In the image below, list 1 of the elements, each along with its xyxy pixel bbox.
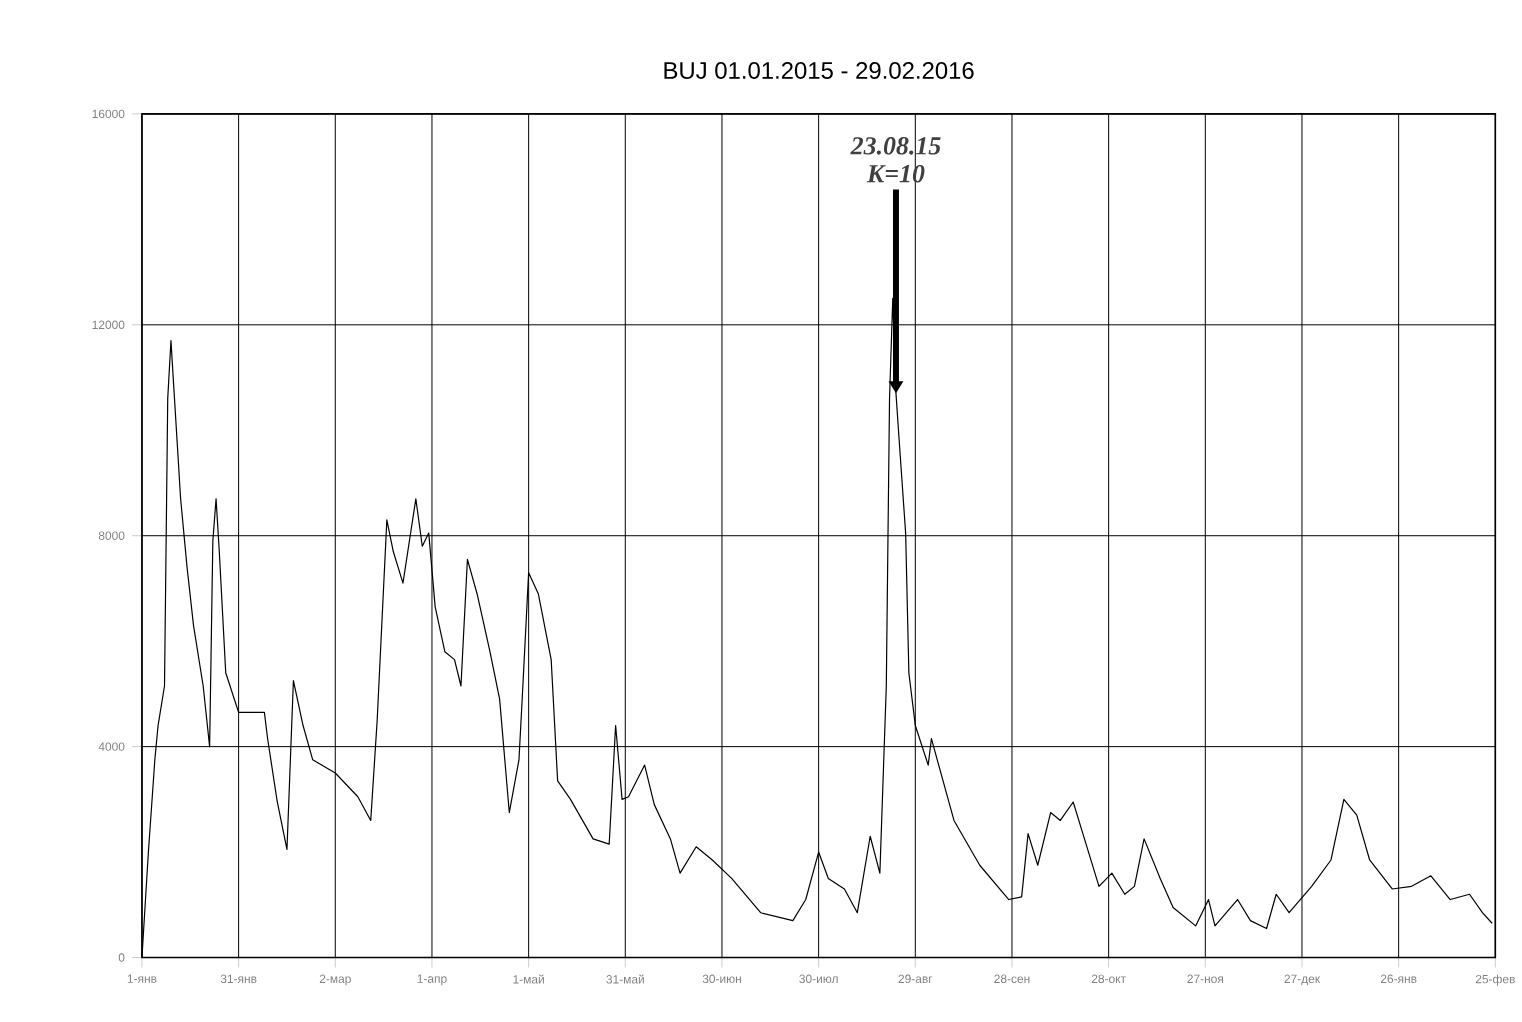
chart-title: BUJ 01.01.2015 - 29.02.2016 [664, 62, 974, 80]
